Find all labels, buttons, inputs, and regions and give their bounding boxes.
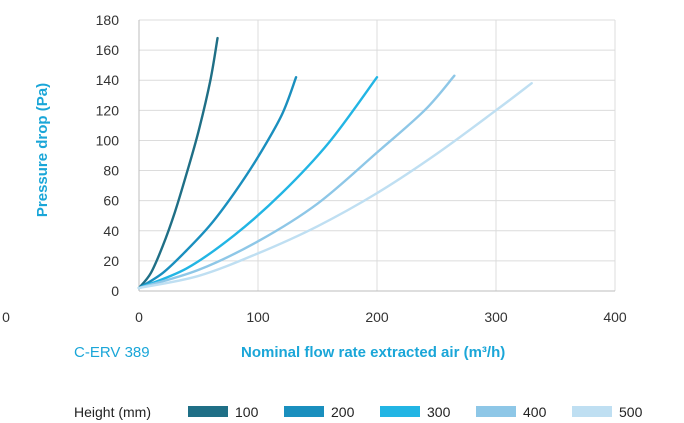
series-line-100 bbox=[137, 36, 219, 290]
model-label: C-ERV 389 bbox=[74, 344, 150, 361]
y-tick-label: 100 bbox=[96, 132, 120, 148]
legend-label-400: 400 bbox=[523, 404, 547, 420]
axes bbox=[138, 20, 615, 292]
legend-swatch-400 bbox=[476, 406, 516, 417]
legend-label-200: 200 bbox=[331, 404, 355, 420]
legend-swatch-500 bbox=[572, 406, 612, 417]
x-tick-labels: 0 100 200 300 400 bbox=[135, 309, 627, 325]
legend-label-300: 300 bbox=[427, 404, 451, 420]
y-tick-label: 0 bbox=[111, 283, 119, 299]
series-line-300 bbox=[137, 76, 379, 290]
x-tick-label: 0 bbox=[135, 309, 143, 325]
extra-tick-label: 0 bbox=[2, 309, 10, 325]
legend-swatch-200 bbox=[284, 406, 324, 417]
y-axis-title: Pressure drop (Pa) bbox=[34, 83, 51, 217]
y-tick-labels: 0 20 40 60 80 100 120 140 160 180 bbox=[96, 12, 120, 299]
legend-label-500: 500 bbox=[619, 404, 643, 420]
legend-swatch-300 bbox=[380, 406, 420, 417]
series-line-200 bbox=[137, 76, 298, 290]
y-tick-label: 120 bbox=[96, 102, 120, 118]
y-tick-label: 40 bbox=[103, 223, 119, 239]
x-tick-label: 100 bbox=[246, 309, 270, 325]
legend-title: Height (mm) bbox=[74, 404, 151, 420]
y-tick-label: 60 bbox=[103, 193, 119, 209]
y-tick-label: 140 bbox=[96, 72, 120, 88]
x-axis-title: Nominal flow rate extracted air (m³/h) bbox=[241, 344, 505, 361]
series-line-400 bbox=[137, 74, 456, 290]
series-line-500 bbox=[137, 82, 533, 290]
legend-label-100: 100 bbox=[235, 404, 259, 420]
y-tick-label: 160 bbox=[96, 42, 120, 58]
x-tick-label: 200 bbox=[365, 309, 389, 325]
grid bbox=[139, 19, 616, 291]
x-tick-label: 400 bbox=[603, 309, 627, 325]
y-tick-label: 20 bbox=[103, 253, 119, 269]
x-tick-label: 300 bbox=[484, 309, 508, 325]
series-lines bbox=[137, 36, 533, 290]
legend-swatch-100 bbox=[188, 406, 228, 417]
y-tick-label: 180 bbox=[96, 12, 120, 28]
legend: 100 200 300 400 500 bbox=[188, 404, 643, 420]
y-tick-label: 80 bbox=[103, 163, 119, 179]
